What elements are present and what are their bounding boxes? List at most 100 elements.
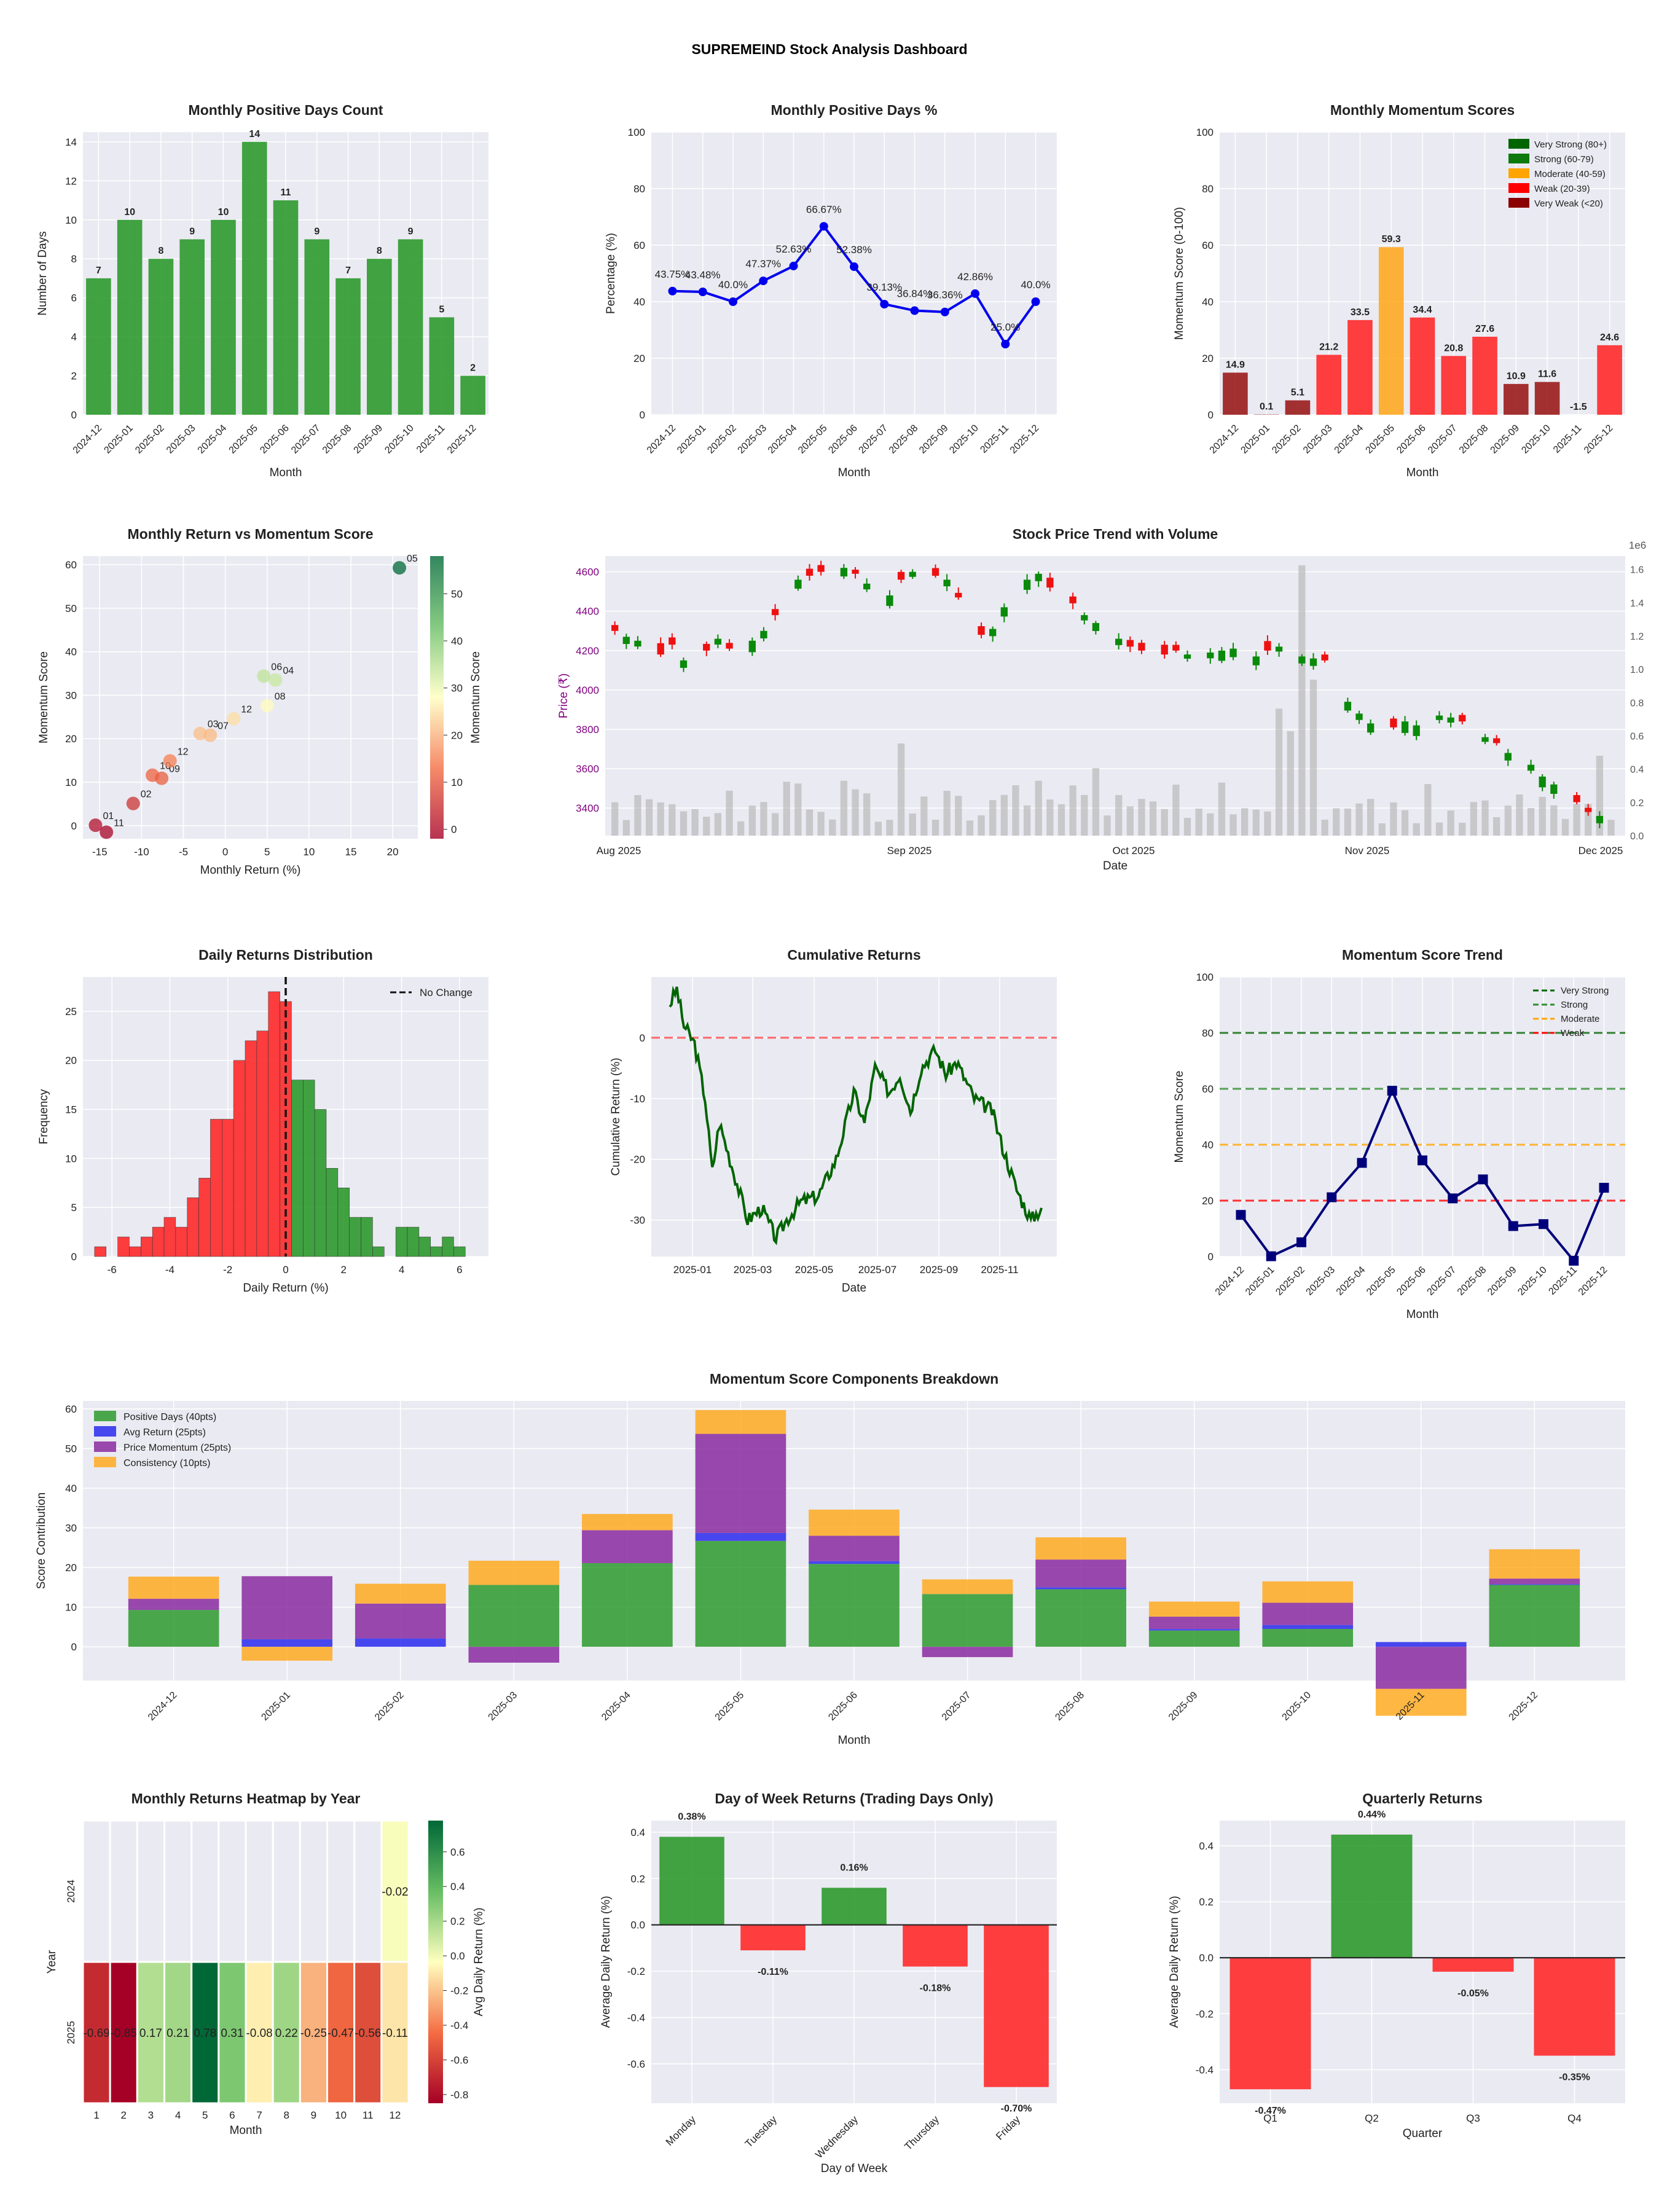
histogram-bar [187, 1197, 199, 1257]
bar-value-label: 7 [345, 265, 351, 276]
candle-body [726, 643, 733, 649]
colorbar-tick-label: 0.6 [450, 1846, 465, 1858]
volume-bar [771, 813, 779, 836]
stacked-bar-segment [695, 1540, 786, 1647]
y-tick-label: -10 [630, 1093, 645, 1105]
colorbar-tick-label: 40 [451, 635, 463, 647]
volume-bar [1183, 818, 1191, 836]
y-axis-label: Price (₹) [557, 673, 570, 718]
stacked-bar-segment [241, 1647, 333, 1661]
stacked-bar-segment [582, 1530, 673, 1563]
bar [429, 317, 455, 415]
data-point [1357, 1158, 1367, 1168]
stacked-bar-segment [922, 1579, 1013, 1594]
bar [1316, 355, 1341, 415]
candle-body [897, 571, 905, 580]
y-tick-label: 80 [1202, 1027, 1214, 1039]
heatmap-cell-label: 0.31 [221, 2027, 243, 2040]
scatter-point [393, 561, 407, 575]
y-tick-label: 50 [65, 1443, 77, 1454]
point-label: 36.36% [927, 289, 963, 301]
candle-body [1390, 718, 1397, 728]
bar-value-label: 10 [124, 207, 135, 218]
volume-bar [1057, 804, 1065, 836]
y-axis-label: Momentum Score [1173, 1071, 1186, 1163]
bar-value-label: 8 [158, 246, 163, 256]
volume-bar [645, 799, 653, 836]
heatmap-cell-label: 0.78 [194, 2027, 216, 2040]
chart-heatmap: -0.02-0.69 -0.85 0.17 0.21 0.78 0.31 -0.08 0.22… [45, 1790, 485, 2137]
volume-bar [737, 821, 745, 836]
stacked-bar-segment [582, 1513, 673, 1531]
heatmap-cell-label: -0.56 [355, 2027, 381, 2040]
candle-body [1435, 715, 1443, 720]
stacked-bar-segment [1262, 1581, 1354, 1603]
histogram-bar [140, 1236, 153, 1257]
volume-bar [1321, 819, 1328, 836]
bar [273, 200, 299, 415]
bar [1534, 382, 1560, 415]
volume-bar [1573, 804, 1580, 836]
heatmap-cell-label: 0.17 [139, 2027, 162, 2040]
candle-body [1035, 573, 1042, 581]
volume-bar [852, 789, 859, 836]
histogram-bar [280, 1001, 292, 1257]
x-tick-label: 5 [202, 2109, 208, 2121]
volume-bar [1344, 808, 1352, 836]
x-tick-label: 0 [283, 1264, 288, 1276]
legend-label: Moderate (40-59) [1534, 169, 1606, 179]
y-tick-label: -0.6 [627, 2058, 645, 2070]
chart-daily-returns-dist: 0 5 10 15 20 25 -6 -4 -2 0 2 4 6 No Change Daily Retur… [37, 947, 488, 1295]
volume-tick-label: 1.6 [1630, 565, 1644, 576]
histogram-bar [256, 1030, 269, 1257]
bar-value-label: 24.6 [1600, 332, 1619, 343]
bar-value-label: 21.2 [1319, 342, 1338, 352]
candle-body [1321, 654, 1328, 661]
stacked-bar-segment [355, 1638, 446, 1647]
y-tick-label: 60 [65, 1403, 77, 1415]
heatmap-cell [272, 1961, 301, 2104]
volume-bar [1539, 796, 1546, 836]
volume-bar [1264, 811, 1271, 836]
point-label: 25.0% [990, 321, 1020, 333]
stacked-bar-segment [1489, 1584, 1580, 1585]
legend-label: Very Weak (<20) [1534, 198, 1603, 209]
point-label: 08 [275, 691, 286, 702]
y-axis-label: Momentum Score [37, 651, 50, 743]
point-label: 12 [241, 705, 252, 715]
x-axis-label: Day of Week [821, 2162, 888, 2175]
y-tick-label: -0.4 [627, 2012, 645, 2023]
y-tick-label: 4000 [576, 684, 599, 696]
legend-swatch [1508, 139, 1529, 149]
x-axis-label: Month [230, 2124, 262, 2137]
y-tick-label: 12 [65, 175, 77, 187]
x-tick-label: 2 [121, 2109, 127, 2121]
bar-value-label: 11.6 [1538, 369, 1556, 380]
volume-bar [1207, 813, 1214, 836]
volume-bars [611, 565, 1615, 836]
candle-body [1504, 753, 1512, 761]
stacked-bar-segment [468, 1647, 560, 1663]
candle-body [680, 660, 688, 668]
bar [460, 375, 485, 415]
y-tick-label: 60 [1202, 240, 1214, 251]
point-label: 42.86% [957, 271, 993, 283]
colorbar-label: Avg Daily Return (%) [473, 1907, 485, 2016]
candle-body [1459, 715, 1466, 722]
stacked-bar-segment [1035, 1589, 1126, 1647]
volume-bar [1309, 680, 1317, 836]
colorbar-tick-label: -0.6 [450, 2054, 468, 2066]
y-tick-label: 30 [65, 689, 77, 701]
volume-bar [748, 806, 756, 836]
scatter-point [100, 825, 114, 839]
candle-body [714, 638, 722, 645]
candle-body [1000, 607, 1008, 617]
y-tick-label: 0 [640, 1032, 645, 1044]
histogram-bar [175, 1226, 188, 1257]
volume-bar [1149, 801, 1157, 836]
bar [1534, 1958, 1615, 2056]
legend-swatch [94, 1426, 116, 1437]
plot-area [83, 556, 418, 839]
x-tick-label: 10 [303, 846, 315, 858]
volume-bar [943, 791, 951, 836]
